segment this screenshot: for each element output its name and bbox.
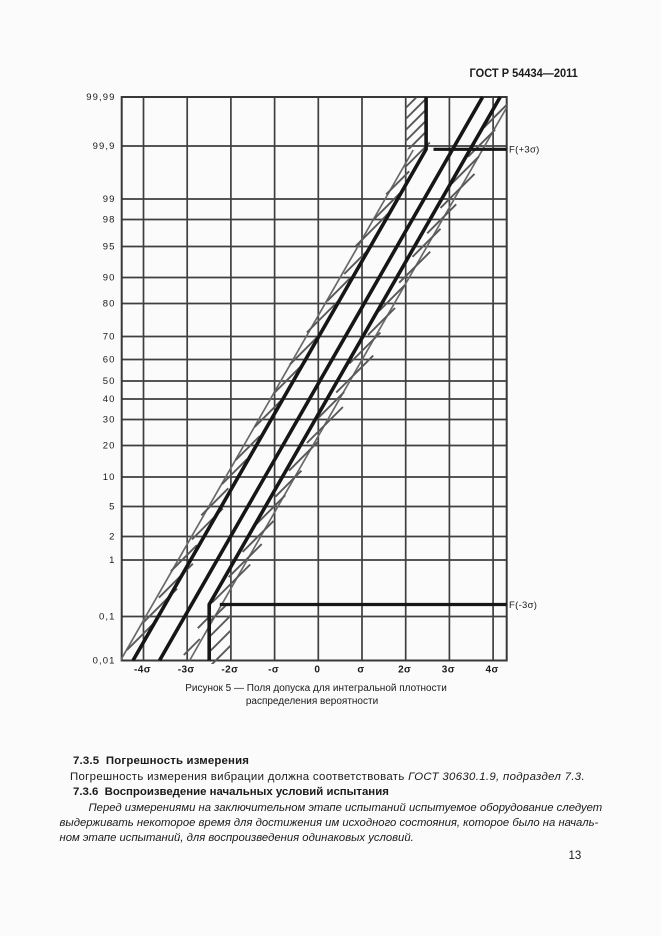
svg-text:99,9: 99,9 (93, 141, 116, 152)
svg-text:99,99: 99,99 (86, 92, 115, 103)
svg-text:F(-3σ): F(-3σ) (509, 600, 537, 611)
svg-text:3σ: 3σ (442, 665, 455, 676)
svg-text:0,01: 0,01 (93, 656, 116, 667)
svg-text:-4σ: -4σ (134, 665, 151, 676)
svg-text:-σ: -σ (268, 665, 279, 676)
svg-text:-2σ: -2σ (221, 665, 238, 676)
svg-text:80: 80 (103, 299, 116, 310)
svg-text:99: 99 (103, 194, 116, 205)
svg-text:2: 2 (109, 532, 115, 543)
svg-text:60: 60 (103, 355, 116, 366)
svg-text:2σ: 2σ (398, 665, 411, 676)
svg-text:98: 98 (103, 215, 116, 226)
svg-text:0,1: 0,1 (99, 612, 116, 623)
svg-text:F(+3σ): F(+3σ) (509, 145, 540, 156)
svg-text:σ: σ (357, 665, 364, 676)
svg-text:70: 70 (103, 332, 116, 343)
svg-text:40: 40 (103, 394, 116, 405)
svg-text:10: 10 (103, 472, 116, 483)
svg-text:5: 5 (109, 502, 115, 513)
svg-text:1: 1 (109, 555, 115, 566)
svg-text:20: 20 (103, 441, 116, 452)
svg-text:0: 0 (314, 665, 320, 676)
svg-text:4σ: 4σ (485, 665, 498, 676)
svg-text:-3σ: -3σ (178, 665, 195, 676)
svg-text:90: 90 (103, 273, 116, 284)
svg-text:50: 50 (103, 376, 116, 387)
svg-text:30: 30 (103, 415, 116, 426)
svg-text:95: 95 (103, 242, 116, 253)
